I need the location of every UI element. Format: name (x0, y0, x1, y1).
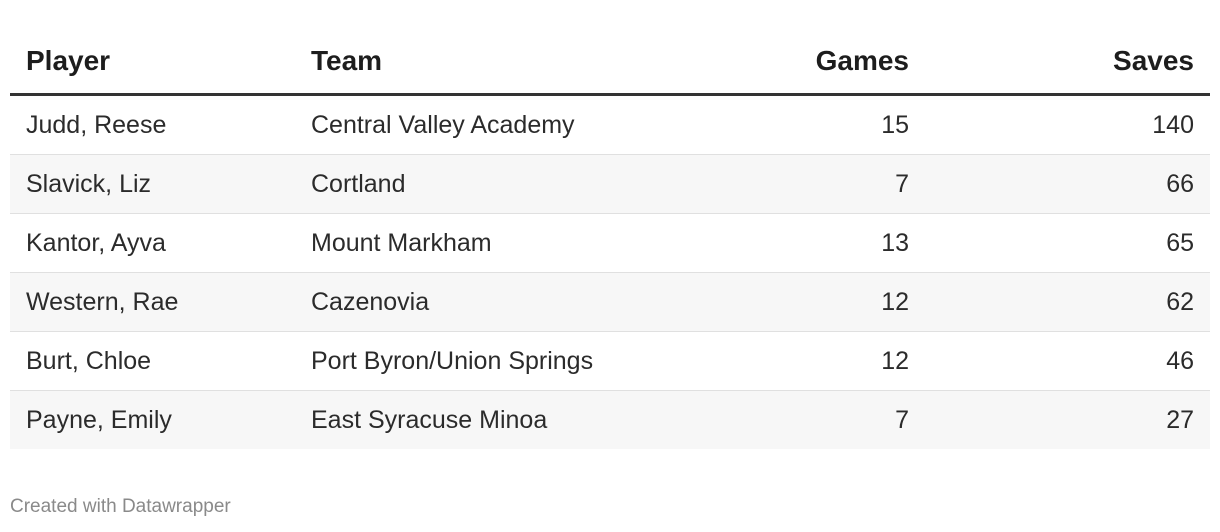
column-header: Team (295, 40, 640, 96)
table-cell: 7 (640, 154, 925, 214)
table-cell: Cazenovia (295, 272, 640, 332)
table-cell: 62 (925, 272, 1210, 332)
table-cell: Payne, Emily (10, 390, 295, 449)
table-cell: 140 (925, 94, 1210, 155)
table-cell: 7 (640, 390, 925, 449)
footer: Created with Datawrapper (10, 496, 231, 517)
table-cell: 15 (640, 94, 925, 155)
table-cell: 13 (640, 213, 925, 273)
table-cell: Mount Markham (295, 213, 640, 273)
header-row: Player Team Games Saves (10, 40, 1210, 96)
table-row: Western, Rae Cazenovia 12 62 (10, 272, 1210, 332)
table-cell: 27 (925, 390, 1210, 449)
table-cell: Port Byron/Union Springs (295, 331, 640, 391)
table-row: Judd, Reese Central Valley Academy 15 140 (10, 94, 1210, 155)
table-cell: 12 (640, 331, 925, 391)
table-cell: 12 (640, 272, 925, 332)
table-cell: 65 (925, 213, 1210, 273)
table-cell: Kantor, Ayva (10, 213, 295, 273)
table-cell: Cortland (295, 154, 640, 214)
table-row: Payne, Emily East Syracuse Minoa 7 27 (10, 390, 1210, 449)
table-row: Slavick, Liz Cortland 7 66 (10, 154, 1210, 214)
table-row: Burt, Chloe Port Byron/Union Springs 12 46 (10, 331, 1210, 391)
table-cell: Judd, Reese (10, 94, 295, 155)
table-cell: Western, Rae (10, 272, 295, 332)
table-body: Judd, Reese Central Valley Academy 15 140 Sl… (10, 94, 1210, 449)
table-cell: East Syracuse Minoa (295, 390, 640, 449)
column-header: Games (640, 40, 925, 96)
table-cell: 66 (925, 154, 1210, 214)
table-cell: 46 (925, 331, 1210, 391)
data-table: Player Team Games Saves Judd, Reese Central … (10, 40, 1210, 449)
table-cell: Burt, Chloe (10, 331, 295, 391)
table-head: Player Team Games Saves (10, 40, 1210, 96)
column-header: Saves (925, 40, 1210, 96)
table-row: Kantor, Ayva Mount Markham 13 65 (10, 213, 1210, 273)
column-header: Player (10, 40, 295, 96)
table-cell: Slavick, Liz (10, 154, 295, 214)
table-cell: Central Valley Academy (295, 94, 640, 155)
